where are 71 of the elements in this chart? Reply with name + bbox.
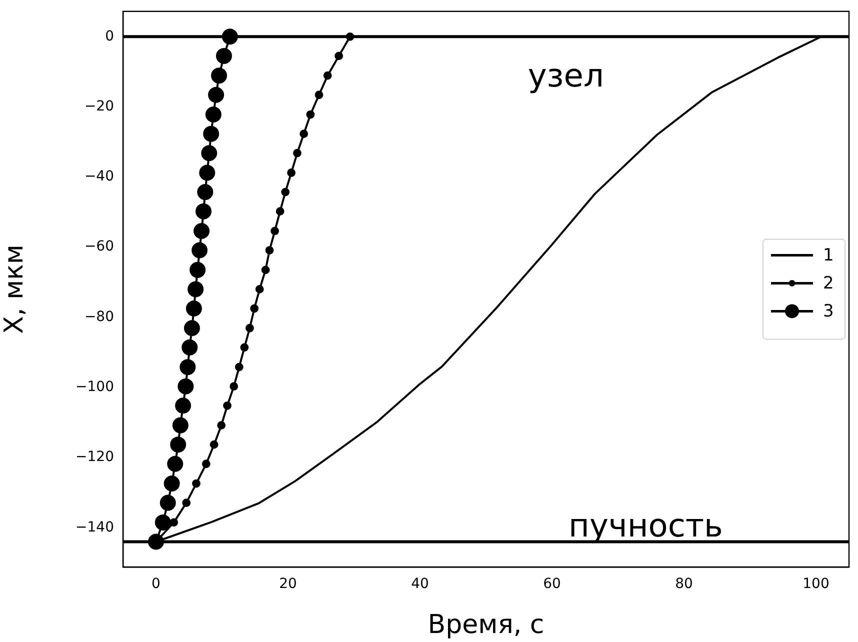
point <box>192 479 200 488</box>
point <box>154 514 171 530</box>
point <box>210 440 218 449</box>
point <box>240 343 249 352</box>
point <box>205 106 222 123</box>
point <box>186 300 202 316</box>
point <box>208 86 224 103</box>
point <box>300 130 308 138</box>
point <box>306 110 315 119</box>
point <box>234 362 244 372</box>
point <box>175 398 192 414</box>
point <box>287 168 296 177</box>
legend-label: 3 <box>823 302 834 322</box>
point <box>170 518 178 527</box>
point <box>211 68 228 84</box>
point <box>276 207 284 216</box>
x-tick-label: 60 <box>543 576 561 592</box>
legend-label: 1 <box>823 246 834 266</box>
y-tick-label: 0 <box>105 28 114 44</box>
point <box>170 436 186 453</box>
point <box>192 242 208 258</box>
point <box>188 281 204 298</box>
x-tick-label: 80 <box>675 576 693 592</box>
x-tick-label: 100 <box>802 576 830 592</box>
y-tick-label: −100 <box>76 379 114 396</box>
point <box>261 266 270 274</box>
point <box>323 71 332 80</box>
y-tick-label: −60 <box>84 238 114 255</box>
point <box>230 382 238 391</box>
annotation: узел <box>528 56 604 94</box>
point <box>281 188 290 196</box>
y-tick-label: −40 <box>84 168 114 185</box>
y-tick-label: −80 <box>84 308 114 325</box>
x-axis-title: Время, с <box>428 610 544 640</box>
point <box>250 304 259 313</box>
point <box>172 417 188 434</box>
point <box>184 320 200 336</box>
point <box>270 226 279 236</box>
x-tick-label: 20 <box>279 576 297 592</box>
point <box>334 52 344 60</box>
y-tick-label: −20 <box>84 98 114 114</box>
point <box>199 164 216 181</box>
point <box>314 90 324 100</box>
point <box>190 262 206 278</box>
point <box>194 222 210 239</box>
point <box>178 378 194 394</box>
point <box>201 145 218 162</box>
y-axis-title: X, мкм <box>0 244 30 334</box>
point <box>265 246 274 254</box>
point <box>182 339 198 356</box>
point <box>202 460 210 468</box>
point <box>196 203 212 220</box>
point <box>223 401 232 410</box>
x-tick-label: 0 <box>152 576 160 592</box>
point <box>164 476 180 492</box>
point <box>246 324 254 332</box>
y-tick-label: −120 <box>76 449 114 466</box>
point <box>293 148 302 158</box>
point <box>255 285 264 294</box>
point <box>167 456 184 472</box>
point <box>182 498 191 508</box>
point <box>160 494 176 511</box>
point <box>203 126 220 142</box>
point <box>180 359 196 376</box>
y-tick-label: −140 <box>76 519 114 536</box>
legend-label: 2 <box>823 274 834 294</box>
point <box>216 48 232 64</box>
x-tick-label: 40 <box>411 576 429 592</box>
point <box>197 184 214 200</box>
annotation: пучность <box>568 506 723 544</box>
point <box>217 421 226 430</box>
